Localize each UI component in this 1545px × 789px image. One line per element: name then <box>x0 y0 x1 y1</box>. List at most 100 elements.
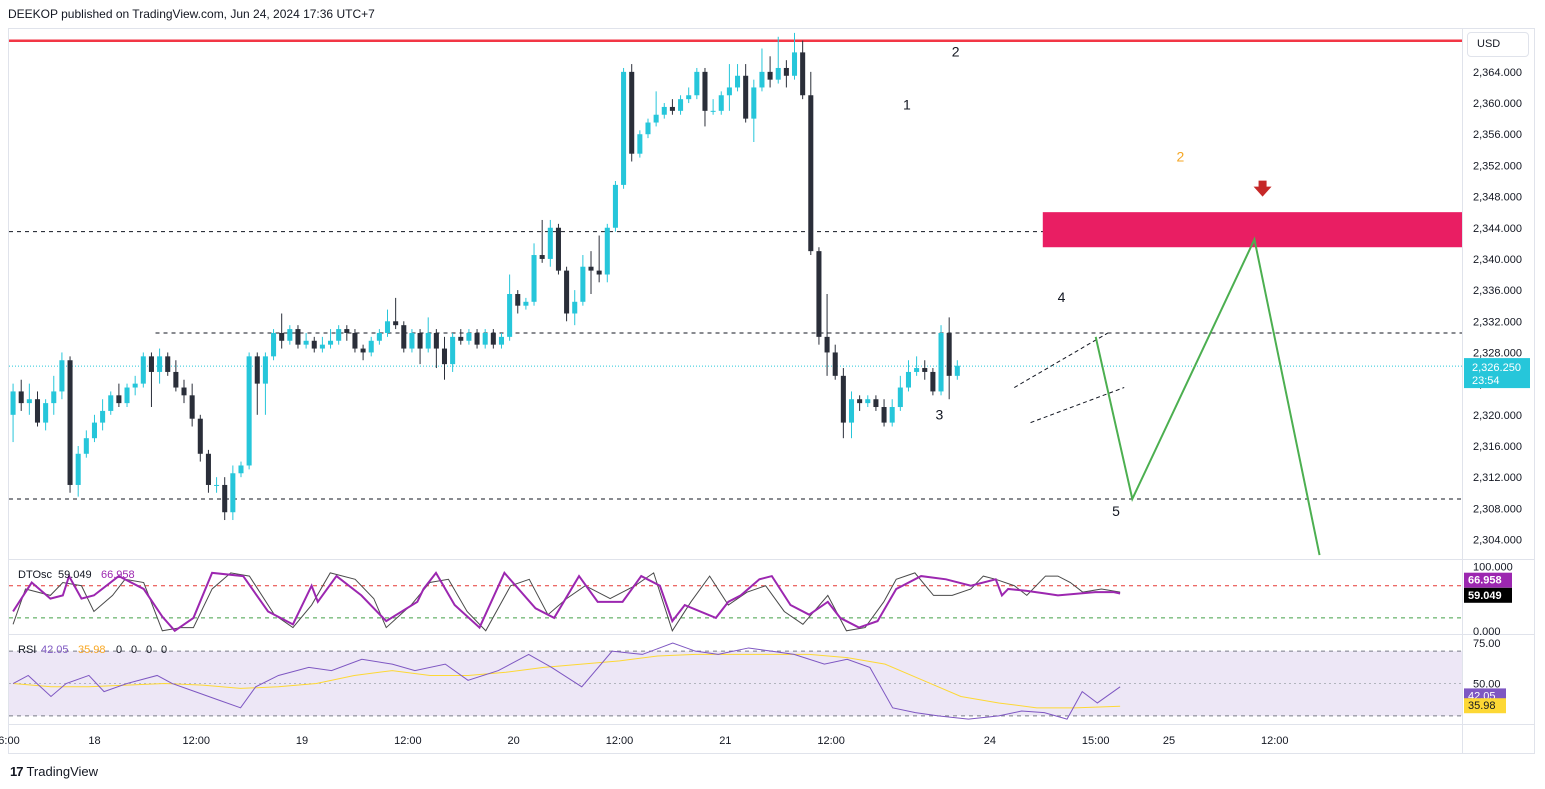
candle-body <box>938 332 944 392</box>
candle-body <box>873 399 879 408</box>
candle-body <box>328 340 334 345</box>
candle-body <box>816 251 822 337</box>
candle-body <box>694 71 700 96</box>
candle-body <box>857 399 863 404</box>
wave-label: 2 <box>952 43 960 59</box>
candle-body <box>205 453 211 485</box>
osc-value-badge <box>1464 587 1512 603</box>
candle-body <box>881 407 887 423</box>
candle-body <box>759 71 765 88</box>
candle-body <box>197 418 203 454</box>
candle-body <box>629 71 635 154</box>
candle-body <box>360 348 366 353</box>
candle-body <box>612 184 618 228</box>
candle-body <box>515 294 521 306</box>
tradingview-brand[interactable]: TradingView <box>26 764 99 779</box>
y-tick-label: 2,308.000 <box>1473 503 1522 515</box>
candle-body <box>735 75 741 88</box>
candle-body <box>75 453 81 485</box>
rsi-value: 42.05 <box>41 644 69 656</box>
candle-body <box>91 422 97 439</box>
candle-body <box>43 403 49 423</box>
channel-upper-line <box>1014 332 1109 388</box>
candle-body <box>458 336 464 341</box>
x-tick-label: 20 <box>508 735 520 747</box>
candle-body <box>59 360 65 392</box>
x-tick-label: 12:00 <box>394 735 422 747</box>
candle-body <box>230 473 236 513</box>
candle-body <box>344 329 350 333</box>
time-axis: 6:00 18 12:00 19 12:00 20 12:00 21 12:00 24 15:00 2… <box>0 29 1463 753</box>
x-tick-label: 24 <box>984 735 996 747</box>
y-tick-label: 2,356.000 <box>1473 129 1522 141</box>
y-tick-label: 2,312.000 <box>1473 472 1522 484</box>
candle-body <box>26 399 32 404</box>
candle-body <box>148 356 154 372</box>
footer: 17 TradingView <box>10 764 98 779</box>
candle-body <box>767 71 773 80</box>
wave-label: 3 <box>936 406 944 422</box>
y-tick-label: 2,304.000 <box>1473 535 1522 547</box>
candle-body <box>303 340 309 345</box>
candle-body <box>889 407 895 423</box>
y-tick-label: 2,316.000 <box>1473 441 1522 453</box>
wave-label: 1 <box>903 96 911 112</box>
osc-slow-line <box>12 572 1121 632</box>
y-tick-label: 2,352.000 <box>1473 160 1522 172</box>
wave-label: 5 <box>1112 503 1120 519</box>
candle-body <box>865 399 871 404</box>
rsi-title: RSI <box>18 644 36 656</box>
osc-y-tick: 0.000 <box>1473 626 1501 638</box>
candle-body <box>905 371 911 388</box>
x-tick-label: 15:00 <box>1082 735 1110 747</box>
candle-body <box>51 391 57 404</box>
candle-body <box>466 332 472 341</box>
candle-body <box>808 95 814 252</box>
candle-body <box>718 95 724 111</box>
candle-body <box>954 365 960 376</box>
candle-body <box>222 484 228 513</box>
candle-body <box>621 71 627 185</box>
currency-button[interactable]: USD <box>1467 32 1529 57</box>
current-price-label: 2,326.250 <box>1472 362 1521 374</box>
wave-label: 2 <box>1176 149 1184 165</box>
candle-body <box>743 75 749 119</box>
y-tick-label: 2,332.000 <box>1473 316 1522 328</box>
x-tick-label: 12:00 <box>817 735 845 747</box>
candle-body <box>710 110 716 112</box>
rsi-extra-value: 0 <box>146 644 152 656</box>
candle-body <box>474 332 480 345</box>
candle-body <box>18 391 24 404</box>
candle-body <box>555 227 561 271</box>
rsi-y-tick: 75.00 <box>1473 638 1501 650</box>
candle-body <box>791 52 798 76</box>
candle-body <box>246 356 252 466</box>
candle-body <box>409 332 415 349</box>
price-pane: 2,304.000 2,308.000 2,312.000 2,316.000 2,32… <box>9 32 1534 560</box>
candle-body <box>669 106 675 111</box>
rsi-value-badge <box>1464 698 1506 714</box>
candle-body <box>588 266 594 271</box>
candle-body <box>336 329 342 341</box>
candle-body <box>376 332 382 341</box>
current-price-badge <box>1464 358 1530 389</box>
candle-body <box>596 270 602 275</box>
candle-body <box>401 325 407 349</box>
candle-body <box>604 227 610 275</box>
candle-body <box>83 438 89 454</box>
candle-body <box>580 266 586 302</box>
candle-body <box>10 391 16 415</box>
rsi-line <box>12 642 1121 720</box>
candle-body <box>539 255 545 259</box>
candle-body <box>523 301 529 306</box>
candle-body <box>702 71 708 111</box>
candle-body <box>67 360 73 485</box>
candle-body <box>490 332 496 345</box>
candle-body <box>751 87 757 119</box>
osc-value-badge-label: 59.049 <box>1468 590 1502 602</box>
candle-body <box>368 340 374 353</box>
candle-body <box>930 371 936 392</box>
y-tick-label: 2,336.000 <box>1473 285 1522 297</box>
